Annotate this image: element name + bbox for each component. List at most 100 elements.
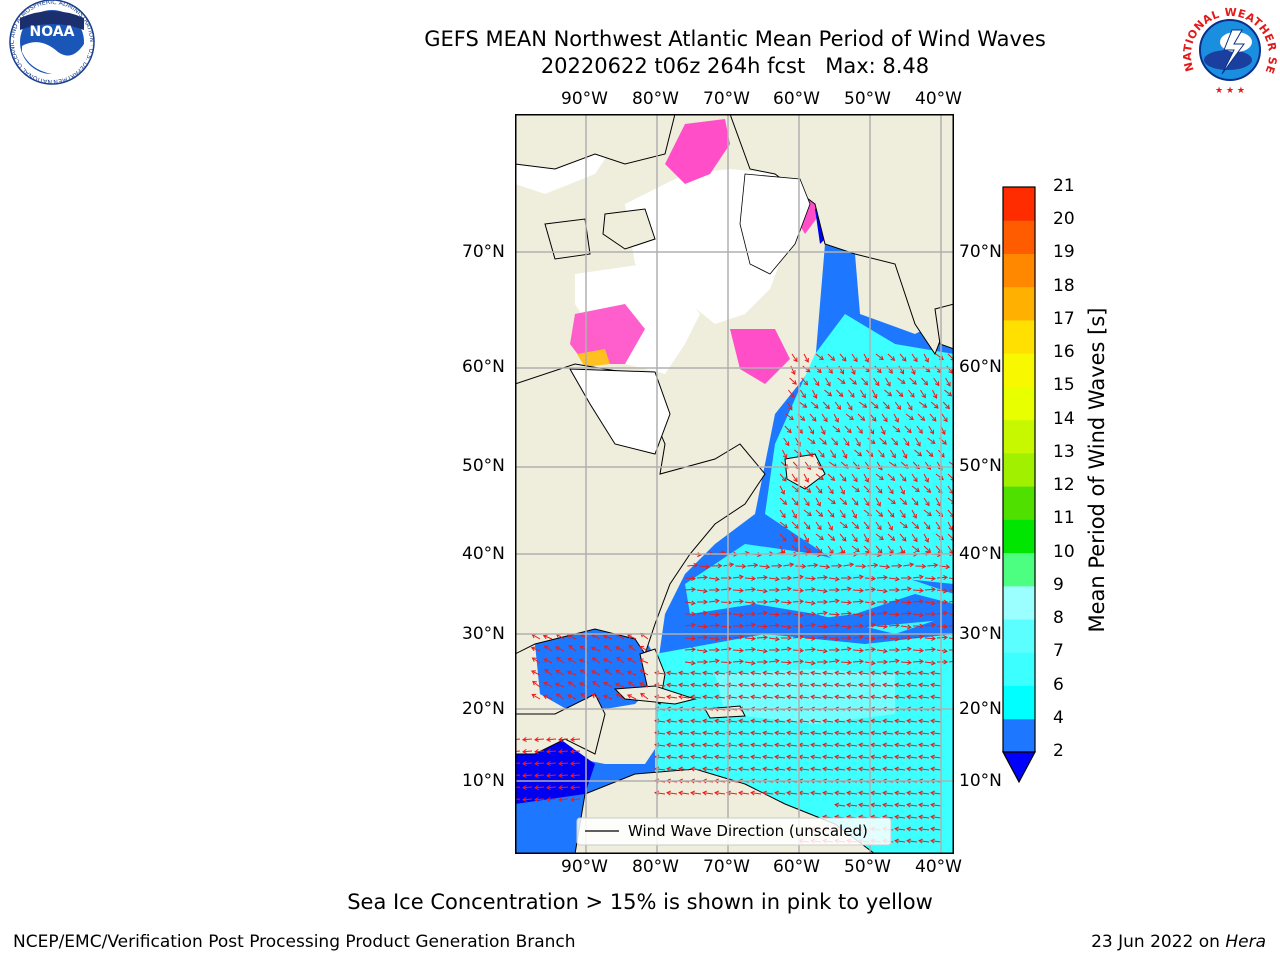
wave-arrow (919, 744, 930, 747)
wave-arrow (851, 545, 860, 552)
wave-arrowhead (751, 647, 756, 653)
wave-arrow (894, 401, 901, 410)
wave-arrowhead (859, 647, 864, 653)
wave-arrow (887, 473, 895, 481)
wave-arrow (935, 533, 944, 540)
wave-arrowhead (726, 718, 731, 724)
wave-arrowhead (915, 487, 920, 493)
wave-arrowhead (823, 610, 828, 616)
wave-arrowhead (906, 802, 911, 808)
wave-arrow (948, 625, 954, 627)
wave-arrow (859, 792, 870, 795)
wave-arrowhead (893, 440, 899, 446)
wave-arrow (871, 768, 882, 771)
wave-arrowhead (922, 403, 928, 408)
wave-arrowhead (847, 599, 852, 605)
wave-arrow (907, 756, 918, 759)
colorbar-segment (1003, 319, 1035, 354)
wave-arrow (720, 661, 732, 664)
wave-arrowhead (555, 646, 560, 651)
wave-arrow (811, 720, 822, 723)
wave-arrow (684, 601, 695, 604)
wave-arrow (888, 624, 900, 627)
wave-arrow (931, 756, 942, 759)
wave-arrow (744, 588, 756, 591)
wave-arrowhead (882, 790, 887, 796)
wave-arrowhead (844, 441, 850, 447)
wave-arrow (859, 756, 870, 759)
wave-arrow (811, 696, 822, 699)
wave-arrow (779, 485, 785, 495)
wave-arrowhead (906, 766, 911, 772)
wave-arrow (775, 756, 786, 759)
wave-arrow (570, 762, 581, 765)
wave-arrow (896, 389, 904, 397)
wave-arrow (691, 792, 702, 795)
wave-arrowhead (873, 404, 879, 409)
chart-subtitle: 20220622 t06z 264h fcst Max: 8.48 (540, 54, 930, 78)
wave-arrow (810, 401, 819, 409)
wave-arrow (792, 600, 804, 603)
wave-arrow (546, 738, 557, 741)
wave-arrow (640, 669, 649, 676)
wave-arrowhead (790, 393, 795, 398)
wave-arrowhead (567, 634, 572, 639)
wave-arrow (763, 720, 774, 723)
wave-arrow (739, 720, 750, 723)
wave-arrowhead (811, 647, 816, 653)
wave-arrow (859, 720, 870, 723)
colorbar-segment (1003, 286, 1035, 321)
wave-arrow (893, 413, 899, 423)
wave-arrow (811, 684, 822, 687)
lat-tick-right: 10°N (959, 771, 1002, 791)
wave-arrow (803, 509, 812, 516)
wave-arrowhead (558, 784, 563, 790)
wave-arrow (558, 786, 569, 789)
wave-arrowhead (693, 562, 699, 568)
lon-tick-bottom: 50°W (844, 857, 891, 877)
wave-arrow (815, 353, 824, 360)
wave-arrow (816, 636, 828, 639)
wave-arrow (703, 768, 714, 771)
wave-arrowhead (859, 634, 864, 640)
wave-arrowhead (678, 754, 683, 760)
wave-arrow (933, 377, 940, 386)
wave-arrow (794, 449, 802, 457)
wave-arrow (544, 645, 553, 652)
wave-arrow (803, 485, 811, 493)
wave-arrow (935, 353, 944, 360)
chart-title: GEFS MEAN Northwest Atlantic Mean Period… (424, 27, 1046, 51)
wave-arrow (887, 545, 894, 554)
wave-arrow (546, 750, 557, 753)
wave-arrowhead (859, 612, 864, 618)
wave-arrowhead (763, 659, 768, 665)
wave-arrow (522, 738, 533, 741)
wave-arrowhead (534, 760, 539, 766)
wave-arrowhead (691, 622, 696, 628)
wave-arrowhead (715, 587, 720, 593)
wave-arrow (935, 521, 942, 530)
wave-arrowhead (895, 576, 900, 582)
wave-arrow (936, 625, 948, 628)
wave-arrow (911, 533, 918, 542)
wave-arrowhead (806, 488, 812, 493)
wave-arrowhead (812, 393, 818, 399)
wave-arrowhead (895, 611, 900, 617)
wave-arrowhead (786, 766, 791, 772)
wave-arrowhead (702, 766, 707, 772)
wave-arrow (926, 449, 934, 457)
wave-arrow (799, 720, 810, 723)
wave-arrowhead (715, 611, 720, 617)
wave-arrow (804, 637, 816, 640)
wave-arrowhead (855, 464, 860, 470)
wave-arrow (931, 792, 942, 795)
lat-tick-right: 50°N (959, 456, 1002, 476)
colorbar-tick: 18 (1053, 275, 1075, 296)
wave-arrowhead (666, 694, 671, 700)
wave-arrow (615, 670, 625, 676)
wave-arrowhead (678, 790, 683, 796)
wave-arrowhead (702, 754, 707, 760)
wave-arrowhead (691, 635, 696, 641)
wave-arrowhead (870, 694, 875, 700)
wave-arrow (532, 681, 541, 688)
